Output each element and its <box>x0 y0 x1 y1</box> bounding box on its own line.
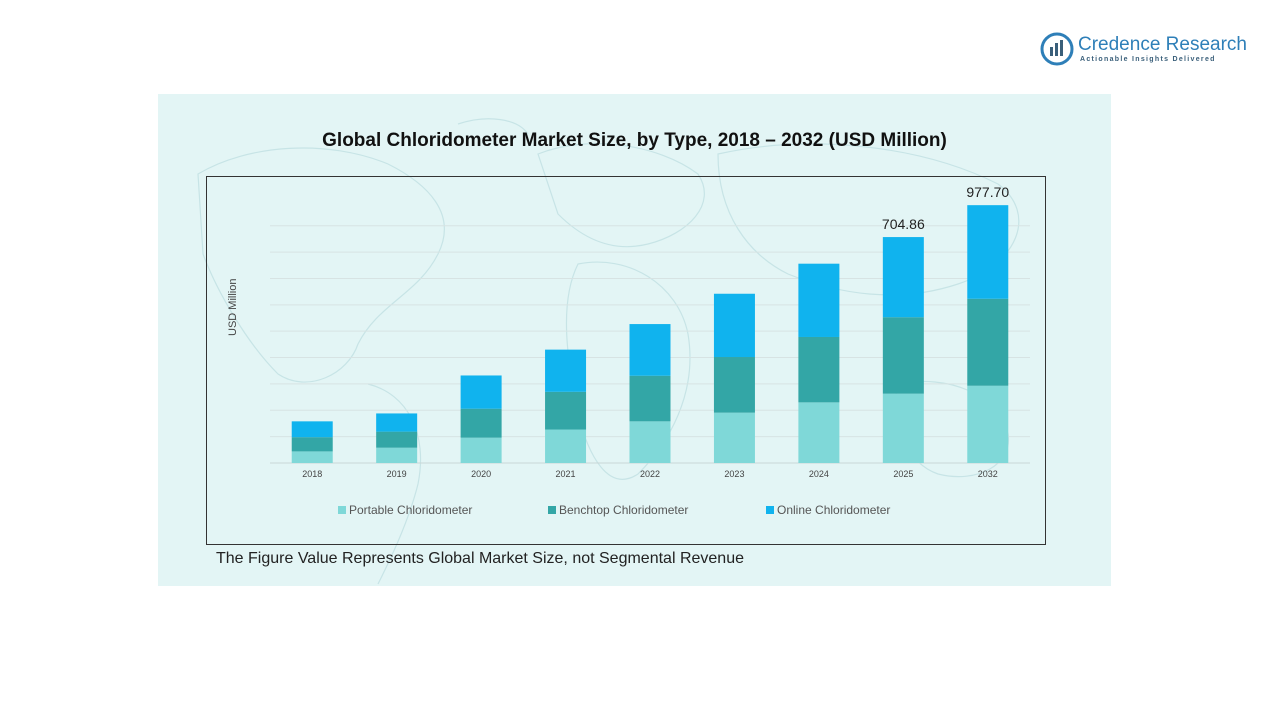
bar-benchtop-2025 <box>882 317 924 394</box>
x-tick-label: 2022 <box>640 469 660 479</box>
legend-item-online: Online Chloridometer <box>766 503 890 517</box>
brand-name: Credence Research <box>1078 34 1247 55</box>
bar-benchtop-2023 <box>713 357 755 413</box>
bar-portable-2020 <box>460 437 502 463</box>
legend-swatch-online <box>766 506 774 514</box>
bar-portable-2021 <box>545 429 587 463</box>
x-tick-label: 2025 <box>893 469 913 479</box>
brand-tagline: Actionable Insights Delivered <box>1080 56 1216 63</box>
bar-portable-2025 <box>882 393 924 463</box>
x-tick-label: 2019 <box>387 469 407 479</box>
legend-item-benchtop: Benchtop Chloridometer <box>548 503 688 517</box>
legend-label-benchtop: Benchtop Chloridometer <box>559 503 689 517</box>
x-tick-label: 2020 <box>471 469 491 479</box>
stacked-bar-chart: 2018 2019 2020 2021 2022 2023 2024 2025 2032 704… <box>270 184 1030 479</box>
bar-portable-2023 <box>713 412 755 463</box>
bar-portable-2018 <box>291 451 333 463</box>
bar-online-2024 <box>798 263 840 337</box>
x-tick-label: 2032 <box>978 469 998 479</box>
x-tick-label: 2024 <box>809 469 829 479</box>
x-tick-label: 2023 <box>724 469 744 479</box>
bar-benchtop-2024 <box>798 336 840 403</box>
bar-online-2018 <box>291 421 333 438</box>
chart-legend: Portable Chloridometer Benchtop Chlorido… <box>338 503 938 519</box>
chart-footnote: The Figure Value Represents Global Marke… <box>216 550 744 567</box>
legend-label-portable: Portable Chloridometer <box>349 503 473 517</box>
bar-benchtop-2032 <box>967 298 1009 386</box>
bar-portable-2022 <box>629 421 671 463</box>
bar-online-2023 <box>713 293 755 358</box>
bar-benchtop-2020 <box>460 408 502 438</box>
brand-logo: Credence Research Actionable Insights De… <box>1040 30 1260 70</box>
bar-online-2032 <box>967 205 1009 299</box>
bar-online-2021 <box>545 349 587 392</box>
bar-benchtop-2019 <box>376 431 418 448</box>
bar-online-2022 <box>629 324 671 376</box>
data-label-2032: 977.70 <box>966 184 1009 200</box>
legend-label-online: Online Chloridometer <box>777 503 891 517</box>
chart-panel: Global Chloridometer Market Size, by Typ… <box>158 94 1111 586</box>
legend-swatch-benchtop <box>548 506 556 514</box>
bar-online-2019 <box>376 413 418 432</box>
bar-benchtop-2018 <box>291 437 333 452</box>
bar-portable-2032 <box>967 385 1009 463</box>
bar-online-2020 <box>460 375 502 409</box>
x-tick-label: 2018 <box>302 469 322 479</box>
bar-benchtop-2021 <box>545 391 587 430</box>
x-tick-label: 2021 <box>556 469 576 479</box>
bar-portable-2019 <box>376 447 418 463</box>
legend-swatch-portable <box>338 506 346 514</box>
chart-title: Global Chloridometer Market Size, by Typ… <box>322 130 947 151</box>
plot-area-frame <box>206 176 1046 545</box>
legend-item-portable: Portable Chloridometer <box>338 503 472 517</box>
credence-logo-icon <box>1040 32 1074 66</box>
bar-online-2025 <box>882 237 924 318</box>
bar-benchtop-2022 <box>629 375 671 422</box>
bar-portable-2024 <box>798 402 840 463</box>
data-label-2025: 704.86 <box>882 216 925 232</box>
